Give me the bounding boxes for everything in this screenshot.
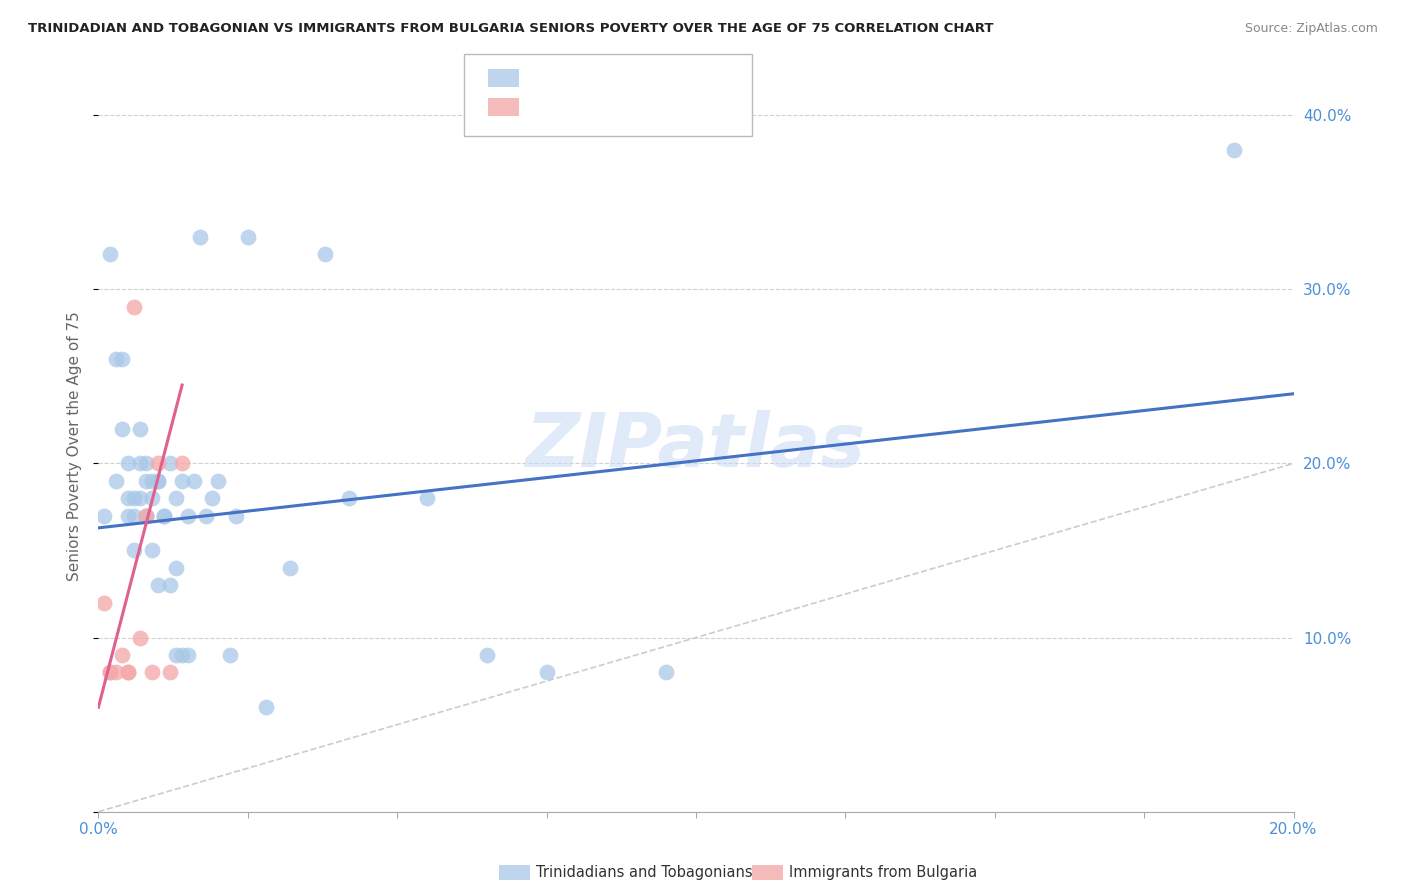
Text: N =: N =	[620, 98, 657, 116]
Point	[315, 247, 337, 261]
Point	[124, 491, 146, 506]
Point	[117, 457, 139, 471]
Point	[141, 474, 163, 488]
Point	[339, 491, 361, 506]
Text: Source: ZipAtlas.com: Source: ZipAtlas.com	[1244, 22, 1378, 36]
Point	[135, 508, 157, 523]
Point	[219, 648, 242, 662]
Point	[117, 665, 139, 680]
Point	[236, 230, 259, 244]
Point	[141, 665, 163, 680]
Point	[93, 508, 115, 523]
Point	[141, 491, 163, 506]
Point	[165, 491, 187, 506]
Point	[159, 578, 181, 592]
Point	[105, 665, 128, 680]
Text: ZIPatlas: ZIPatlas	[526, 409, 866, 483]
Point	[278, 561, 301, 575]
Point	[148, 578, 170, 592]
Point	[177, 648, 200, 662]
Point	[111, 351, 134, 366]
Point	[148, 457, 170, 471]
Text: Trinidadians and Tobagonians: Trinidadians and Tobagonians	[536, 865, 752, 880]
Point	[98, 665, 122, 680]
Point	[141, 543, 163, 558]
Text: N =: N =	[620, 69, 657, 87]
Point	[1223, 143, 1246, 157]
Point	[129, 491, 152, 506]
Point	[93, 596, 115, 610]
Point	[129, 421, 152, 435]
Text: R =: R =	[527, 69, 564, 87]
Point	[124, 543, 146, 558]
Point	[117, 665, 139, 680]
Point	[105, 474, 128, 488]
Point	[165, 648, 187, 662]
Point	[153, 508, 176, 523]
Text: TRINIDADIAN AND TOBAGONIAN VS IMMIGRANTS FROM BULGARIA SENIORS POVERTY OVER THE : TRINIDADIAN AND TOBAGONIAN VS IMMIGRANTS…	[28, 22, 994, 36]
Point	[98, 247, 122, 261]
Point	[655, 665, 678, 680]
Point	[117, 508, 139, 523]
Point	[124, 300, 146, 314]
Point	[129, 631, 152, 645]
Point	[416, 491, 439, 506]
Point	[254, 700, 277, 714]
Point	[201, 491, 224, 506]
Point	[165, 561, 187, 575]
Point	[183, 474, 205, 488]
Point	[172, 648, 194, 662]
Point	[195, 508, 218, 523]
Point	[105, 351, 128, 366]
Point	[207, 474, 229, 488]
Point	[148, 474, 170, 488]
Point	[153, 508, 176, 523]
Point	[225, 508, 247, 523]
Point	[135, 457, 157, 471]
Text: 53: 53	[650, 69, 675, 87]
Point	[98, 665, 122, 680]
Text: R =: R =	[527, 98, 564, 116]
Point	[172, 474, 194, 488]
Point	[188, 230, 211, 244]
Point	[177, 508, 200, 523]
Y-axis label: Seniors Poverty Over the Age of 75: Seniors Poverty Over the Age of 75	[67, 311, 83, 581]
Point	[124, 508, 146, 523]
Text: Immigrants from Bulgaria: Immigrants from Bulgaria	[789, 865, 977, 880]
Point	[148, 474, 170, 488]
Point	[159, 665, 181, 680]
Point	[159, 457, 181, 471]
Point	[536, 665, 558, 680]
Point	[129, 457, 152, 471]
Point	[111, 421, 134, 435]
Point	[135, 508, 157, 523]
Point	[135, 474, 157, 488]
Text: 14: 14	[650, 98, 675, 116]
Point	[475, 648, 498, 662]
Point	[135, 508, 157, 523]
Text: 0.512: 0.512	[554, 98, 610, 116]
Point	[117, 491, 139, 506]
Point	[111, 648, 134, 662]
Text: 0.153: 0.153	[554, 69, 610, 87]
Point	[172, 457, 194, 471]
